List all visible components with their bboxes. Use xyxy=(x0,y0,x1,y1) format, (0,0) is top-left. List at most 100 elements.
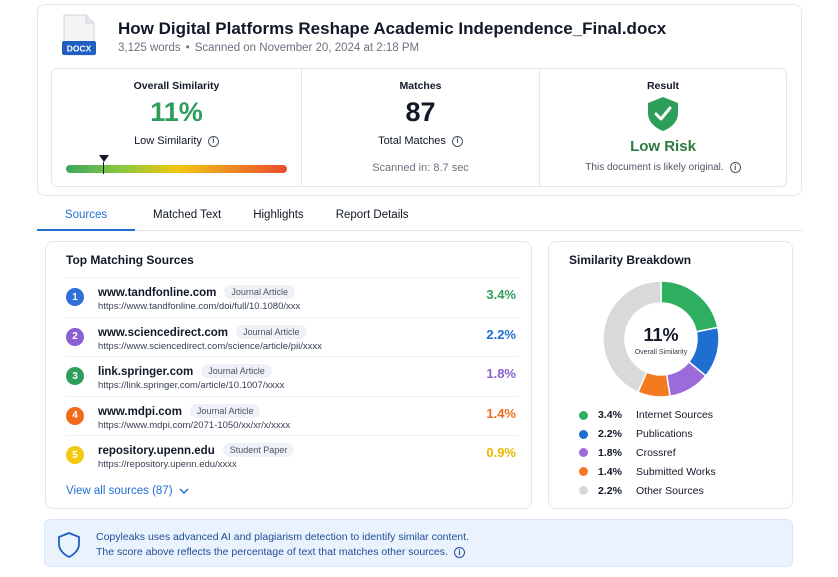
source-row[interactable]: 4 www.mdpi.com Journal Article https://www.… xyxy=(66,395,518,436)
banner-text: Copyleaks uses advanced AI and plagiaris… xyxy=(96,530,469,560)
source-domain[interactable]: www.mdpi.com Journal Article xyxy=(98,403,261,418)
matches-value: 87 xyxy=(405,97,436,127)
result-label: Result xyxy=(646,80,680,92)
summary-stats: Overall Similarity 11% Low Similarity i … xyxy=(51,68,787,187)
info-icon[interactable]: i xyxy=(207,135,219,147)
legend-percent: 1.8% xyxy=(598,446,622,459)
source-type-badge: Journal Article xyxy=(201,364,272,378)
tab-highlights[interactable]: Highlights xyxy=(253,209,304,221)
source-url[interactable]: https://www.mdpi.com/2071-1050/xx/xr/x/x… xyxy=(98,419,291,431)
source-match-percent: 3.4% xyxy=(486,287,516,302)
source-type-badge: Student Paper xyxy=(222,443,295,457)
source-type-badge: Journal Article xyxy=(224,285,295,299)
source-row[interactable]: 2 www.sciencedirect.com Journal Article htt… xyxy=(66,316,518,357)
report-header-card xyxy=(37,4,802,196)
shield-check-icon xyxy=(648,97,678,131)
overall-similarity-panel: Overall Similarity 11% Low Similarity i xyxy=(52,69,301,186)
tab-matched-text[interactable]: Matched Text xyxy=(153,209,222,221)
view-all-label: View all sources (87) xyxy=(66,485,173,497)
banner-line-1: Copyleaks uses advanced AI and plagiaris… xyxy=(96,531,469,543)
source-domain[interactable]: www.tandfonline.com Journal Article xyxy=(98,285,295,299)
document-title: How Digital Platforms Reshape Academic I… xyxy=(118,19,667,38)
total-matches-text: Total Matches xyxy=(378,135,446,147)
source-list: 1 www.tandfonline.com Journal Article https… xyxy=(66,277,518,475)
legend-dot xyxy=(579,448,588,458)
legend-dot xyxy=(579,429,588,439)
result-note-text: This document is likely original. xyxy=(585,162,724,173)
file-type-label: DOCX xyxy=(67,44,92,54)
legend-percent: 3.4% xyxy=(598,409,622,422)
view-all-sources-link[interactable]: View all sources (87) xyxy=(66,485,189,497)
legend-item: 3.4% Internet Sources xyxy=(579,406,716,425)
source-type-badge: Journal Article xyxy=(189,403,261,418)
legend-percent: 1.4% xyxy=(598,465,622,478)
source-domain-text: link.springer.com xyxy=(98,366,194,378)
shield-icon xyxy=(58,532,80,558)
source-url[interactable]: https://link.springer.com/article/10.100… xyxy=(98,380,285,391)
similarity-level-text: Low Similarity xyxy=(134,135,202,147)
matches-label: Matches xyxy=(399,80,442,92)
result-note: This document is likely original. i xyxy=(540,162,786,173)
donut-center-value: 11% xyxy=(643,325,678,345)
total-matches: Total Matches i xyxy=(302,135,539,147)
legend-label: Submitted Works xyxy=(636,465,716,478)
matches-panel: Matches 87 Total Matches i Scanned in: 8… xyxy=(301,69,539,186)
legend-label: Internet Sources xyxy=(636,409,714,422)
source-url[interactable]: https://www.tandfonline.com/doi/full/10.… xyxy=(98,301,301,312)
source-rank-badge: 5 xyxy=(66,446,84,464)
gauge-marker xyxy=(98,155,109,162)
breakdown-title: Similarity Breakdown xyxy=(569,253,692,267)
gauge-marker-line xyxy=(102,162,105,174)
legend-dot xyxy=(579,410,588,420)
overall-similarity-value: 11% xyxy=(150,97,203,127)
breakdown-legend: 3.4% Internet Sources 2.2% Publications 1.8%… xyxy=(579,406,716,500)
source-rank-badge: 2 xyxy=(66,327,84,346)
chevron-down-icon xyxy=(179,487,189,494)
document-meta: 3,125 words • Scanned on November 20, 2024… xyxy=(118,42,419,54)
tab-report-details[interactable]: Report Details xyxy=(335,209,409,221)
legend-label: Publications xyxy=(636,428,693,441)
similarity-breakdown-card: Similarity Breakdown 11% Overall Similar… xyxy=(548,241,793,509)
source-row[interactable]: 3 link.springer.com Journal Article https:/… xyxy=(66,356,518,396)
source-rank-badge: 1 xyxy=(66,288,84,306)
banner-line-2-wrap: The score above reflects the percentage … xyxy=(96,545,469,560)
similarity-level: Low Similarity i xyxy=(52,135,301,147)
source-url[interactable]: https://www.sciencedirect.com/science/ar… xyxy=(98,340,322,352)
source-match-percent: 1.8% xyxy=(486,366,516,381)
legend-label: Other Sources xyxy=(636,484,704,497)
top-sources-card: Top Matching Sources 1 www.tandfonline.co… xyxy=(45,241,532,509)
similarity-donut-chart: 11% Overall Similarity xyxy=(602,280,720,398)
source-rank-badge: 3 xyxy=(66,367,84,385)
source-domain-text: www.tandfonline.com xyxy=(98,287,217,299)
legend-item: 1.8% Crossref xyxy=(579,444,716,463)
report-tabs: Sources Matched Text Highlights Report D… xyxy=(37,203,802,231)
legend-item: 2.2% Publications xyxy=(579,425,716,444)
docx-file-icon: DOCX xyxy=(62,14,96,56)
info-icon[interactable]: i xyxy=(453,547,465,558)
source-row[interactable]: 5 repository.upenn.edu Student Paper https:… xyxy=(66,435,518,475)
word-count: 3,125 words xyxy=(118,42,181,54)
source-domain-text: repository.upenn.edu xyxy=(98,445,215,457)
info-icon[interactable]: i xyxy=(451,135,463,147)
source-match-percent: 0.9% xyxy=(486,445,516,460)
legend-label: Crossref xyxy=(636,446,676,459)
source-domain[interactable]: repository.upenn.edu Student Paper xyxy=(98,443,295,457)
top-sources-title: Top Matching Sources xyxy=(66,253,194,267)
overall-similarity-label: Overall Similarity xyxy=(133,80,220,92)
source-url[interactable]: https://repository.upenn.edu/xxxx xyxy=(98,459,237,470)
source-type-badge: Journal Article xyxy=(235,324,307,339)
scan-date: Scanned on November 20, 2024 at 2:18 PM xyxy=(194,42,420,54)
donut-center-label: Overall Similarity xyxy=(635,349,688,356)
meta-separator: • xyxy=(185,42,190,54)
scan-duration: Scanned in: 8.7 sec xyxy=(372,162,469,174)
banner-line-2: The score above reflects the percentage … xyxy=(96,546,448,558)
result-panel: Result Low Risk This document is likely … xyxy=(539,69,786,186)
source-domain-text: www.sciencedirect.com xyxy=(98,326,228,339)
tab-sources[interactable]: Sources xyxy=(37,203,135,231)
source-domain[interactable]: www.sciencedirect.com Journal Article xyxy=(98,324,307,339)
source-row[interactable]: 1 www.tandfonline.com Journal Article https… xyxy=(66,277,518,317)
source-domain-text: www.mdpi.com xyxy=(98,405,182,418)
source-domain[interactable]: link.springer.com Journal Article xyxy=(98,364,272,378)
info-icon[interactable]: i xyxy=(729,162,741,173)
legend-dot xyxy=(579,467,588,477)
